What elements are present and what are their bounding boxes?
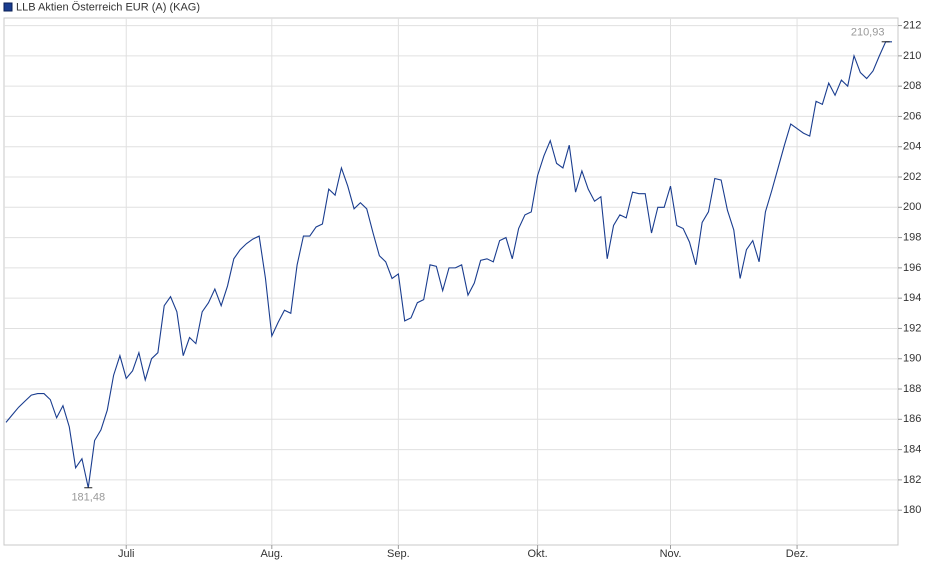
y-tick-label: 190 xyxy=(903,353,921,365)
y-tick-label: 200 xyxy=(903,201,921,213)
y-tick-label: 182 xyxy=(903,474,921,486)
legend-swatch xyxy=(3,2,13,12)
x-tick-label: Aug. xyxy=(260,548,283,560)
y-tick-label: 196 xyxy=(903,262,921,274)
y-tick-label: 208 xyxy=(903,80,921,92)
y-tick-label: 210 xyxy=(903,50,921,62)
line-series xyxy=(5,41,892,488)
x-tick-label: Dez. xyxy=(786,548,809,560)
y-tick-label: 204 xyxy=(903,141,921,153)
y-tick-label: 186 xyxy=(903,413,921,425)
y-tick-label: 192 xyxy=(903,322,921,334)
y-tick-label: 194 xyxy=(903,292,921,304)
y-tick-label: 184 xyxy=(903,444,921,456)
annotation: 210,93 xyxy=(851,27,885,39)
x-tick-label: Sep. xyxy=(387,548,410,560)
y-tick-label: 180 xyxy=(903,504,921,516)
annotation: 181,48 xyxy=(71,492,105,504)
y-tick-label: 198 xyxy=(903,231,921,243)
plot-area xyxy=(3,17,899,546)
legend-label: LLB Aktien Österreich EUR (A) (KAG) xyxy=(16,1,200,13)
x-tick-label: Okt. xyxy=(528,548,548,560)
x-tick-label: Nov. xyxy=(660,548,682,560)
x-tick-label: Juli xyxy=(118,548,135,560)
y-tick-label: 206 xyxy=(903,110,921,122)
y-tick-label: 188 xyxy=(903,383,921,395)
y-tick-label: 212 xyxy=(903,19,921,31)
y-tick-label: 202 xyxy=(903,171,921,183)
